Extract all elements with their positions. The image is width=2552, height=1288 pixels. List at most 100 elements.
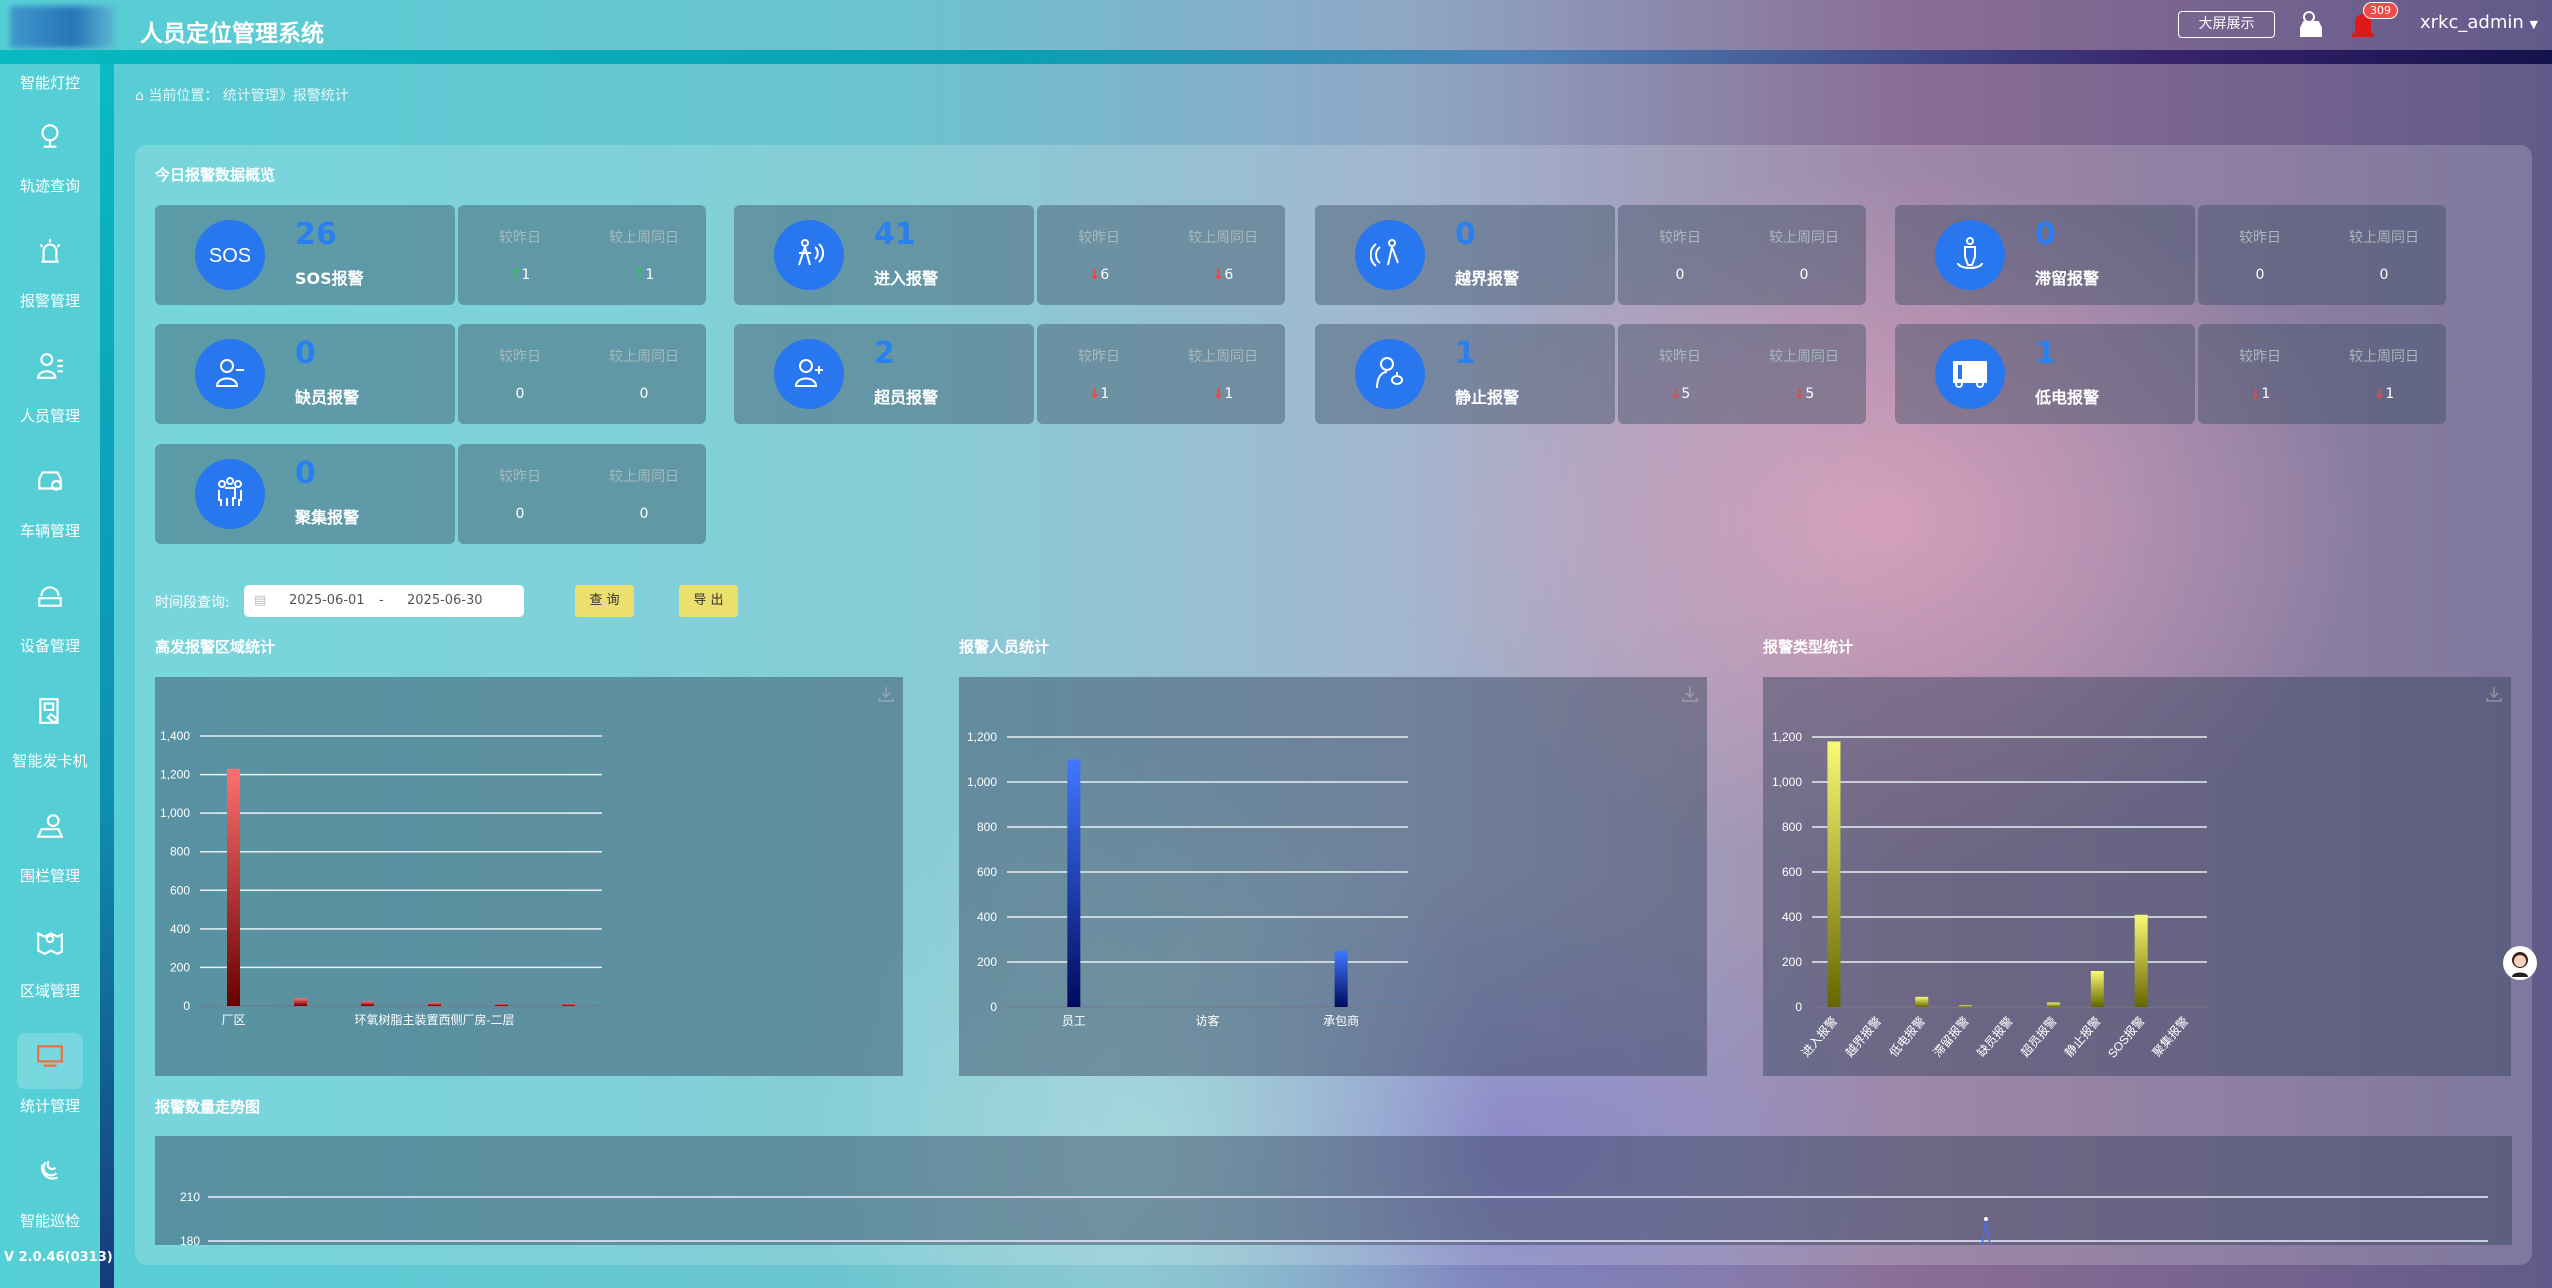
sidebar-item-vehicle[interactable]: 车辆管理: [0, 458, 100, 541]
bar[interactable]: [1334, 950, 1348, 1007]
sidebar-item-label: 智能发卡机: [12, 752, 88, 770]
app-title: 人员定位管理系统: [140, 21, 324, 47]
enter-icon: [774, 220, 844, 290]
person-chart: 0 200 400 600 800 1,000 1,200 员工 访客 承包商: [959, 677, 1707, 1076]
x-tick-label: 聚集报警: [2149, 1013, 2191, 1059]
y-tick-label: 180: [180, 1234, 200, 1245]
vs-yesterday-value: 1: [2261, 386, 2271, 402]
compare-label: 较上周同日: [1769, 230, 1839, 246]
sidebar-item-users[interactable]: 人员管理: [0, 343, 100, 426]
sidebar-item-area[interactable]: 区域管理: [0, 918, 100, 1001]
alarm-count: 26: [295, 217, 337, 252]
sidebar-item-inspection[interactable]: 智能巡检: [0, 1148, 100, 1236]
end-date[interactable]: 2025-06-30: [407, 593, 483, 608]
car-icon[interactable]: [2296, 10, 2326, 44]
trend-svg: 180 210: [180, 1190, 2488, 1245]
bar[interactable]: [428, 1002, 441, 1006]
y-tick-label: 400: [170, 922, 190, 936]
search-button[interactable]: 查 询: [575, 585, 634, 617]
vs-last-week-value: 0: [639, 386, 649, 402]
vs-last-week-value: 1: [2385, 386, 2395, 402]
sidebar-item-device[interactable]: 设备管理: [0, 573, 100, 656]
big-screen-button[interactable]: 大屏展示: [2178, 11, 2275, 38]
bar[interactable]: [361, 1001, 374, 1006]
start-date[interactable]: 2025-06-01: [289, 593, 365, 608]
bar[interactable]: [294, 998, 307, 1006]
x-tick-label: 超员报警: [2017, 1013, 2059, 1059]
bar[interactable]: [495, 1003, 508, 1006]
y-tick-label: 210: [180, 1190, 200, 1204]
bar[interactable]: [227, 768, 240, 1006]
alarm-compare: 较昨日 ↓5 较上周同日 ↓5: [1618, 324, 1866, 424]
alarm-compare: 较昨日 ↓6 较上周同日 ↓6: [1037, 205, 1285, 305]
y-tick-label: 1,000: [1772, 775, 1802, 789]
sidebar-item-light[interactable]: 智能灯控: [0, 66, 100, 93]
compare-label: 较昨日: [499, 349, 541, 365]
sidebar-divider: [100, 64, 114, 1288]
sidebar-item-label: 智能巡检: [19, 1212, 80, 1230]
vs-yesterday-value: 5: [1681, 386, 1691, 402]
download-icon[interactable]: [2485, 685, 2503, 707]
vs-yesterday-value: 1: [1100, 386, 1110, 402]
vs-last-week-value: 0: [1799, 267, 1809, 283]
statistics-icon: [17, 1033, 83, 1089]
y-tick-label: 800: [1782, 820, 1802, 834]
alarm-card: 1 低电报警: [1895, 324, 2195, 424]
vehicle-icon: [17, 458, 83, 514]
compare-label: 较上周同日: [609, 469, 679, 485]
assistant-avatar[interactable]: [2503, 946, 2537, 980]
bar[interactable]: [562, 1003, 575, 1006]
date-range-input[interactable]: ▤ 2025-06-01 - 2025-06-30: [244, 585, 524, 617]
trend-chart: 180 210: [155, 1136, 2512, 1245]
svg-text:SOS: SOS: [210, 245, 250, 267]
sidebar-item-label: 围栏管理: [19, 867, 80, 885]
chart-title-trend: 报警数量走势图: [155, 1098, 261, 1116]
alarm-light-icon[interactable]: [2350, 8, 2376, 42]
vs-last-week-value: 0: [639, 506, 649, 522]
date-separator: -: [379, 593, 384, 608]
alarm-count: 0: [295, 456, 316, 491]
chart-svg: 0 200 400 600 800 1,000 1,200 进入报警 越界报警 低电报警 滞留报警缺…: [1772, 730, 2207, 1061]
vs-yesterday-value: 6: [1100, 267, 1110, 283]
bar[interactable]: [2090, 971, 2104, 1007]
sidebar-item-statistics[interactable]: 统计管理: [0, 1033, 100, 1116]
bar[interactable]: [2046, 1002, 2060, 1008]
vs-yesterday-value: 0: [515, 506, 525, 522]
vs-yesterday-value: 0: [1675, 267, 1685, 283]
y-tick-label: 600: [977, 865, 997, 879]
compare-label: 较上周同日: [609, 230, 679, 246]
chevron-down-icon: ▼: [2529, 18, 2538, 31]
user-plus-icon: [774, 339, 844, 409]
breadcrumb-text: 当前位置： 统计管理》报警统计: [148, 88, 349, 104]
fence-icon: [17, 803, 83, 859]
alarm-card: 2 超员报警: [734, 324, 1034, 424]
sidebar-item-alarm[interactable]: 报警管理: [0, 228, 100, 311]
user-menu[interactable]: xrkc_admin ▼: [2420, 12, 2538, 33]
y-tick-label: 400: [1782, 910, 1802, 924]
download-icon[interactable]: [877, 685, 895, 707]
chart-svg: 0 200 400 600 800 1,000 1,200 员工 访客 承包商: [967, 730, 1408, 1028]
alarm-compare: 较昨日 0 较上周同日 0: [458, 444, 706, 544]
alarm-type-label: 缺员报警: [295, 388, 360, 407]
alarm-count: 0: [1455, 217, 1476, 252]
alarm-card: 0 缺员报警: [155, 324, 455, 424]
bar[interactable]: [1067, 759, 1081, 1008]
region-chart: 0 200 400 600 800 1,000 1,200 1,400 厂区 环氧树脂主装置西侧厂…: [155, 677, 903, 1076]
home-icon: ⌂: [135, 88, 144, 104]
chart-title-person: 报警人员统计: [959, 638, 1050, 656]
bar[interactable]: [1915, 996, 1929, 1007]
sidebar-item-card-machine[interactable]: 智能发卡机: [0, 688, 100, 771]
export-button[interactable]: 导 出: [679, 585, 738, 617]
sidebar-item-fence[interactable]: 围栏管理: [0, 803, 100, 886]
sidebar-item-label: 报警管理: [19, 292, 80, 310]
arrow-up-icon: ↑: [633, 267, 646, 283]
compare-label: 较昨日: [1659, 349, 1701, 365]
bar[interactable]: [2134, 914, 2148, 1007]
alarm-card: 0 聚集报警: [155, 444, 455, 544]
download-icon[interactable]: [1681, 685, 1699, 707]
bar[interactable]: [1827, 741, 1841, 1008]
x-tick-label: 静止报警: [2061, 1013, 2103, 1059]
bar[interactable]: [1959, 1005, 1973, 1007]
alarm-icon: [17, 228, 83, 284]
sidebar-item-track[interactable]: 轨迹查询: [0, 113, 100, 196]
